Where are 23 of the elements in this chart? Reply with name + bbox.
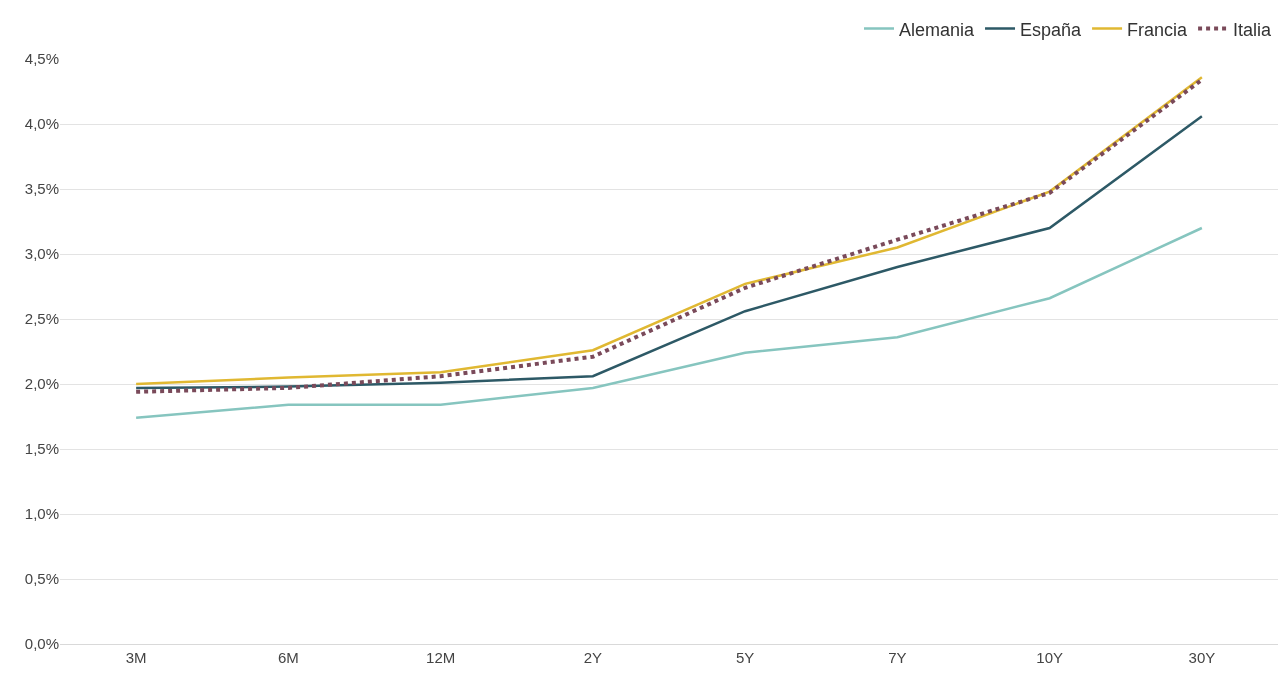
x-tick-label: 5Y [735,649,755,666]
legend-label: Alemania [899,19,976,40]
x-tick-label: 30Y [1188,649,1216,666]
x-tick-label: 2Y [583,649,603,666]
x-tick-label: 10Y [1036,649,1063,666]
y-tick-label: 3,0% [24,245,59,263]
y-tick-label: 4,0% [24,115,59,133]
y-tick-label: 2,5% [24,310,59,328]
y-tick-label: 4,5% [24,50,59,68]
y-tick-label: 1,5% [24,440,59,458]
legend-label: Italia [1233,19,1273,40]
x-tick-label: 6M [277,649,299,666]
x-tick-label: 3M [125,649,147,666]
x-tick-label: 12M [426,649,456,666]
y-tick-label: 0,5% [24,570,59,588]
legend-label: España [1020,19,1083,40]
x-tick-label: 7Y [888,649,907,666]
y-tick-label: 2,0% [24,375,59,393]
y-tick-label: 0,0% [24,635,59,653]
legend-label: Francia [1127,19,1189,40]
y-tick-label: 3,5% [24,180,59,198]
y-tick-label: 1,0% [24,505,59,523]
line-series [134,226,1204,420]
